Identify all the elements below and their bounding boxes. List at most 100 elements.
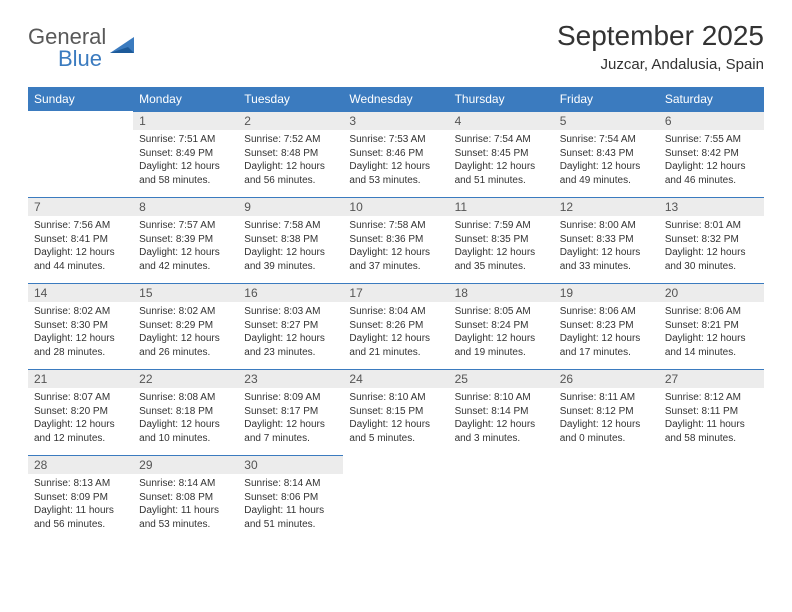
- calendar-day-cell: 6Sunrise: 7:55 AMSunset: 8:42 PMDaylight…: [659, 111, 764, 197]
- calendar-day-cell: 21Sunrise: 8:07 AMSunset: 8:20 PMDayligh…: [28, 369, 133, 455]
- location: Juzcar, Andalusia, Spain: [557, 56, 764, 73]
- day-number: 18: [449, 283, 554, 302]
- calendar-day-cell: 8Sunrise: 7:57 AMSunset: 8:39 PMDaylight…: [133, 197, 238, 283]
- day-number: 15: [133, 283, 238, 302]
- weekday-header: Friday: [554, 87, 659, 111]
- calendar-day-cell: 30Sunrise: 8:14 AMSunset: 8:06 PMDayligh…: [238, 455, 343, 541]
- logo-triangle-icon: [110, 35, 138, 62]
- day-content: Sunrise: 7:51 AMSunset: 8:49 PMDaylight:…: [133, 130, 238, 191]
- day-content: Sunrise: 8:00 AMSunset: 8:33 PMDaylight:…: [554, 216, 659, 277]
- calendar-day-cell: 27Sunrise: 8:12 AMSunset: 8:11 PMDayligh…: [659, 369, 764, 455]
- day-number: 12: [554, 197, 659, 216]
- calendar-day-cell: 25Sunrise: 8:10 AMSunset: 8:14 PMDayligh…: [449, 369, 554, 455]
- day-content: Sunrise: 8:02 AMSunset: 8:30 PMDaylight:…: [28, 302, 133, 363]
- calendar-day-cell: 15Sunrise: 8:02 AMSunset: 8:29 PMDayligh…: [133, 283, 238, 369]
- calendar-week-row: 1Sunrise: 7:51 AMSunset: 8:49 PMDaylight…: [28, 111, 764, 197]
- day-content: Sunrise: 8:13 AMSunset: 8:09 PMDaylight:…: [28, 474, 133, 535]
- calendar-day-cell: 7Sunrise: 7:56 AMSunset: 8:41 PMDaylight…: [28, 197, 133, 283]
- calendar-day-cell: 29Sunrise: 8:14 AMSunset: 8:08 PMDayligh…: [133, 455, 238, 541]
- day-content: Sunrise: 8:08 AMSunset: 8:18 PMDaylight:…: [133, 388, 238, 449]
- calendar-day-cell: [28, 111, 133, 197]
- day-number: 28: [28, 455, 133, 474]
- weekday-header: Saturday: [659, 87, 764, 111]
- calendar-day-cell: 17Sunrise: 8:04 AMSunset: 8:26 PMDayligh…: [343, 283, 448, 369]
- day-content: Sunrise: 8:10 AMSunset: 8:14 PMDaylight:…: [449, 388, 554, 449]
- day-content: Sunrise: 8:07 AMSunset: 8:20 PMDaylight:…: [28, 388, 133, 449]
- weekday-header: Sunday: [28, 87, 133, 111]
- weekday-header: Thursday: [449, 87, 554, 111]
- day-number: 19: [554, 283, 659, 302]
- calendar-day-cell: 1Sunrise: 7:51 AMSunset: 8:49 PMDaylight…: [133, 111, 238, 197]
- month-title: September 2025: [557, 20, 764, 52]
- calendar-week-row: 28Sunrise: 8:13 AMSunset: 8:09 PMDayligh…: [28, 455, 764, 541]
- logo-text-general: General: [28, 26, 106, 48]
- calendar-day-cell: 19Sunrise: 8:06 AMSunset: 8:23 PMDayligh…: [554, 283, 659, 369]
- day-number: 26: [554, 369, 659, 388]
- day-number: 5: [554, 111, 659, 130]
- header: General Blue September 2025 Juzcar, Anda…: [28, 20, 764, 73]
- day-content: Sunrise: 8:11 AMSunset: 8:12 PMDaylight:…: [554, 388, 659, 449]
- day-content: Sunrise: 8:14 AMSunset: 8:06 PMDaylight:…: [238, 474, 343, 535]
- day-content: Sunrise: 8:14 AMSunset: 8:08 PMDaylight:…: [133, 474, 238, 535]
- day-number: 21: [28, 369, 133, 388]
- title-block: September 2025 Juzcar, Andalusia, Spain: [557, 20, 764, 73]
- calendar-day-cell: 26Sunrise: 8:11 AMSunset: 8:12 PMDayligh…: [554, 369, 659, 455]
- day-content: Sunrise: 7:58 AMSunset: 8:38 PMDaylight:…: [238, 216, 343, 277]
- day-number: 11: [449, 197, 554, 216]
- calendar-day-cell: 22Sunrise: 8:08 AMSunset: 8:18 PMDayligh…: [133, 369, 238, 455]
- calendar-day-cell: [554, 455, 659, 541]
- logo-text-blue: Blue: [58, 46, 102, 71]
- calendar-day-cell: 12Sunrise: 8:00 AMSunset: 8:33 PMDayligh…: [554, 197, 659, 283]
- day-number: 24: [343, 369, 448, 388]
- day-content: Sunrise: 8:01 AMSunset: 8:32 PMDaylight:…: [659, 216, 764, 277]
- calendar-day-cell: 9Sunrise: 7:58 AMSunset: 8:38 PMDaylight…: [238, 197, 343, 283]
- calendar-day-cell: 10Sunrise: 7:58 AMSunset: 8:36 PMDayligh…: [343, 197, 448, 283]
- day-number: 23: [238, 369, 343, 388]
- weekday-header: Wednesday: [343, 87, 448, 111]
- calendar-body: 1Sunrise: 7:51 AMSunset: 8:49 PMDaylight…: [28, 111, 764, 541]
- calendar-day-cell: [659, 455, 764, 541]
- calendar-week-row: 14Sunrise: 8:02 AMSunset: 8:30 PMDayligh…: [28, 283, 764, 369]
- day-content: Sunrise: 8:09 AMSunset: 8:17 PMDaylight:…: [238, 388, 343, 449]
- day-number: 10: [343, 197, 448, 216]
- day-number: 13: [659, 197, 764, 216]
- calendar-week-row: 21Sunrise: 8:07 AMSunset: 8:20 PMDayligh…: [28, 369, 764, 455]
- day-number: 2: [238, 111, 343, 130]
- calendar-week-row: 7Sunrise: 7:56 AMSunset: 8:41 PMDaylight…: [28, 197, 764, 283]
- logo: General Blue: [28, 26, 138, 71]
- day-content: Sunrise: 8:02 AMSunset: 8:29 PMDaylight:…: [133, 302, 238, 363]
- day-number: 4: [449, 111, 554, 130]
- day-content: Sunrise: 7:54 AMSunset: 8:43 PMDaylight:…: [554, 130, 659, 191]
- calendar-day-cell: 28Sunrise: 8:13 AMSunset: 8:09 PMDayligh…: [28, 455, 133, 541]
- day-content: Sunrise: 7:57 AMSunset: 8:39 PMDaylight:…: [133, 216, 238, 277]
- day-number: 9: [238, 197, 343, 216]
- day-content: Sunrise: 7:52 AMSunset: 8:48 PMDaylight:…: [238, 130, 343, 191]
- calendar-day-cell: 3Sunrise: 7:53 AMSunset: 8:46 PMDaylight…: [343, 111, 448, 197]
- day-content: Sunrise: 8:05 AMSunset: 8:24 PMDaylight:…: [449, 302, 554, 363]
- day-content: Sunrise: 8:12 AMSunset: 8:11 PMDaylight:…: [659, 388, 764, 449]
- day-content: Sunrise: 8:06 AMSunset: 8:23 PMDaylight:…: [554, 302, 659, 363]
- day-content: Sunrise: 7:58 AMSunset: 8:36 PMDaylight:…: [343, 216, 448, 277]
- day-content: Sunrise: 7:56 AMSunset: 8:41 PMDaylight:…: [28, 216, 133, 277]
- day-content: Sunrise: 8:06 AMSunset: 8:21 PMDaylight:…: [659, 302, 764, 363]
- day-number: 3: [343, 111, 448, 130]
- calendar-day-cell: 16Sunrise: 8:03 AMSunset: 8:27 PMDayligh…: [238, 283, 343, 369]
- calendar-day-cell: 13Sunrise: 8:01 AMSunset: 8:32 PMDayligh…: [659, 197, 764, 283]
- calendar-day-cell: 14Sunrise: 8:02 AMSunset: 8:30 PMDayligh…: [28, 283, 133, 369]
- weekday-header: Tuesday: [238, 87, 343, 111]
- day-number: 7: [28, 197, 133, 216]
- calendar-table: SundayMondayTuesdayWednesdayThursdayFrid…: [28, 87, 764, 541]
- calendar-day-cell: [343, 455, 448, 541]
- day-number: 30: [238, 455, 343, 474]
- day-number: 1: [133, 111, 238, 130]
- day-number: 22: [133, 369, 238, 388]
- day-content: Sunrise: 7:59 AMSunset: 8:35 PMDaylight:…: [449, 216, 554, 277]
- day-content: Sunrise: 8:03 AMSunset: 8:27 PMDaylight:…: [238, 302, 343, 363]
- calendar-day-cell: 18Sunrise: 8:05 AMSunset: 8:24 PMDayligh…: [449, 283, 554, 369]
- weekday-header: Monday: [133, 87, 238, 111]
- day-number: 20: [659, 283, 764, 302]
- calendar-day-cell: 2Sunrise: 7:52 AMSunset: 8:48 PMDaylight…: [238, 111, 343, 197]
- calendar-day-cell: 23Sunrise: 8:09 AMSunset: 8:17 PMDayligh…: [238, 369, 343, 455]
- calendar-day-cell: 11Sunrise: 7:59 AMSunset: 8:35 PMDayligh…: [449, 197, 554, 283]
- day-number: 8: [133, 197, 238, 216]
